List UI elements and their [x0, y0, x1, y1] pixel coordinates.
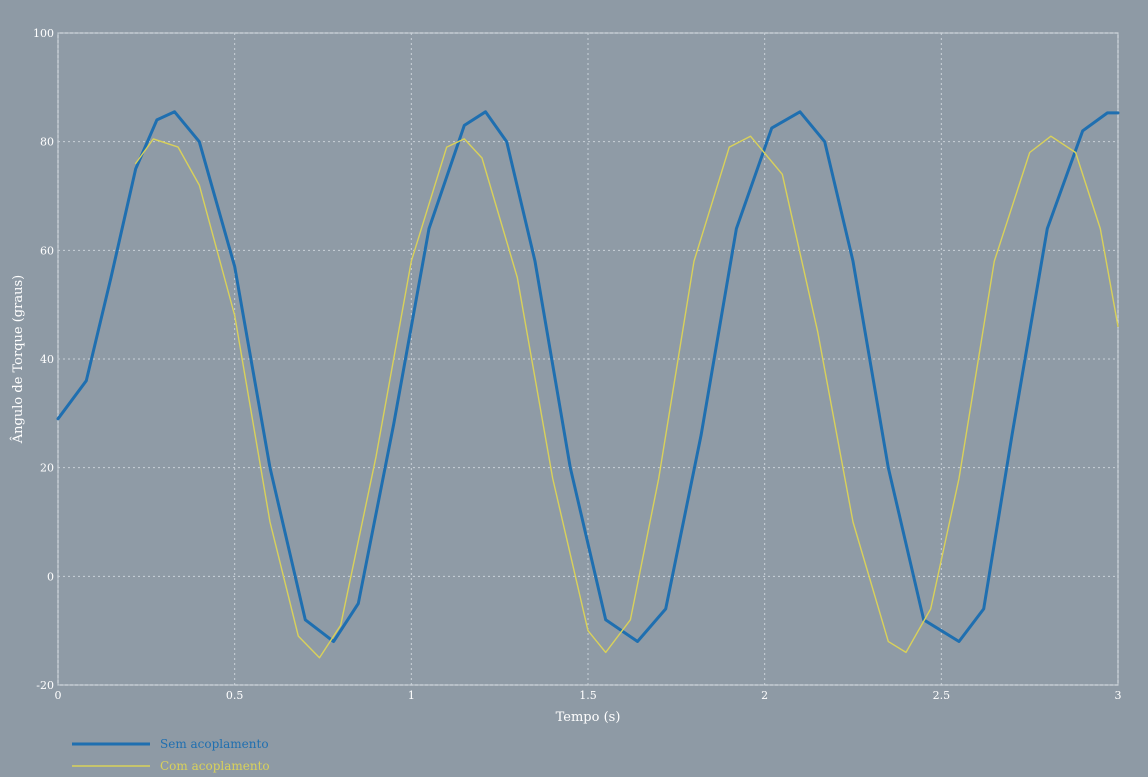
y-axis-label: Ângulo de Torque (graus) [10, 275, 26, 444]
x-tick-label: 1.5 [579, 689, 597, 702]
x-tick-label: 0.5 [226, 689, 244, 702]
x-tick-label: 2.5 [933, 689, 951, 702]
x-tick-label: 3 [1115, 689, 1122, 702]
y-tick-label: -20 [36, 679, 54, 692]
y-tick-label: 40 [40, 353, 54, 366]
y-tick-label: 0 [47, 570, 54, 583]
x-tick-label: 1 [408, 689, 415, 702]
y-tick-label: 80 [40, 136, 54, 149]
legend-label: Sem acoplamento [160, 737, 269, 751]
x-tick-label: 2 [761, 689, 768, 702]
y-tick-label: 20 [40, 462, 54, 475]
x-axis-label: Tempo (s) [556, 710, 621, 725]
legend-label: Com acoplamento [160, 759, 270, 773]
y-tick-label: 100 [33, 27, 54, 40]
x-tick-label: 0 [55, 689, 62, 702]
y-tick-label: 60 [40, 244, 54, 257]
